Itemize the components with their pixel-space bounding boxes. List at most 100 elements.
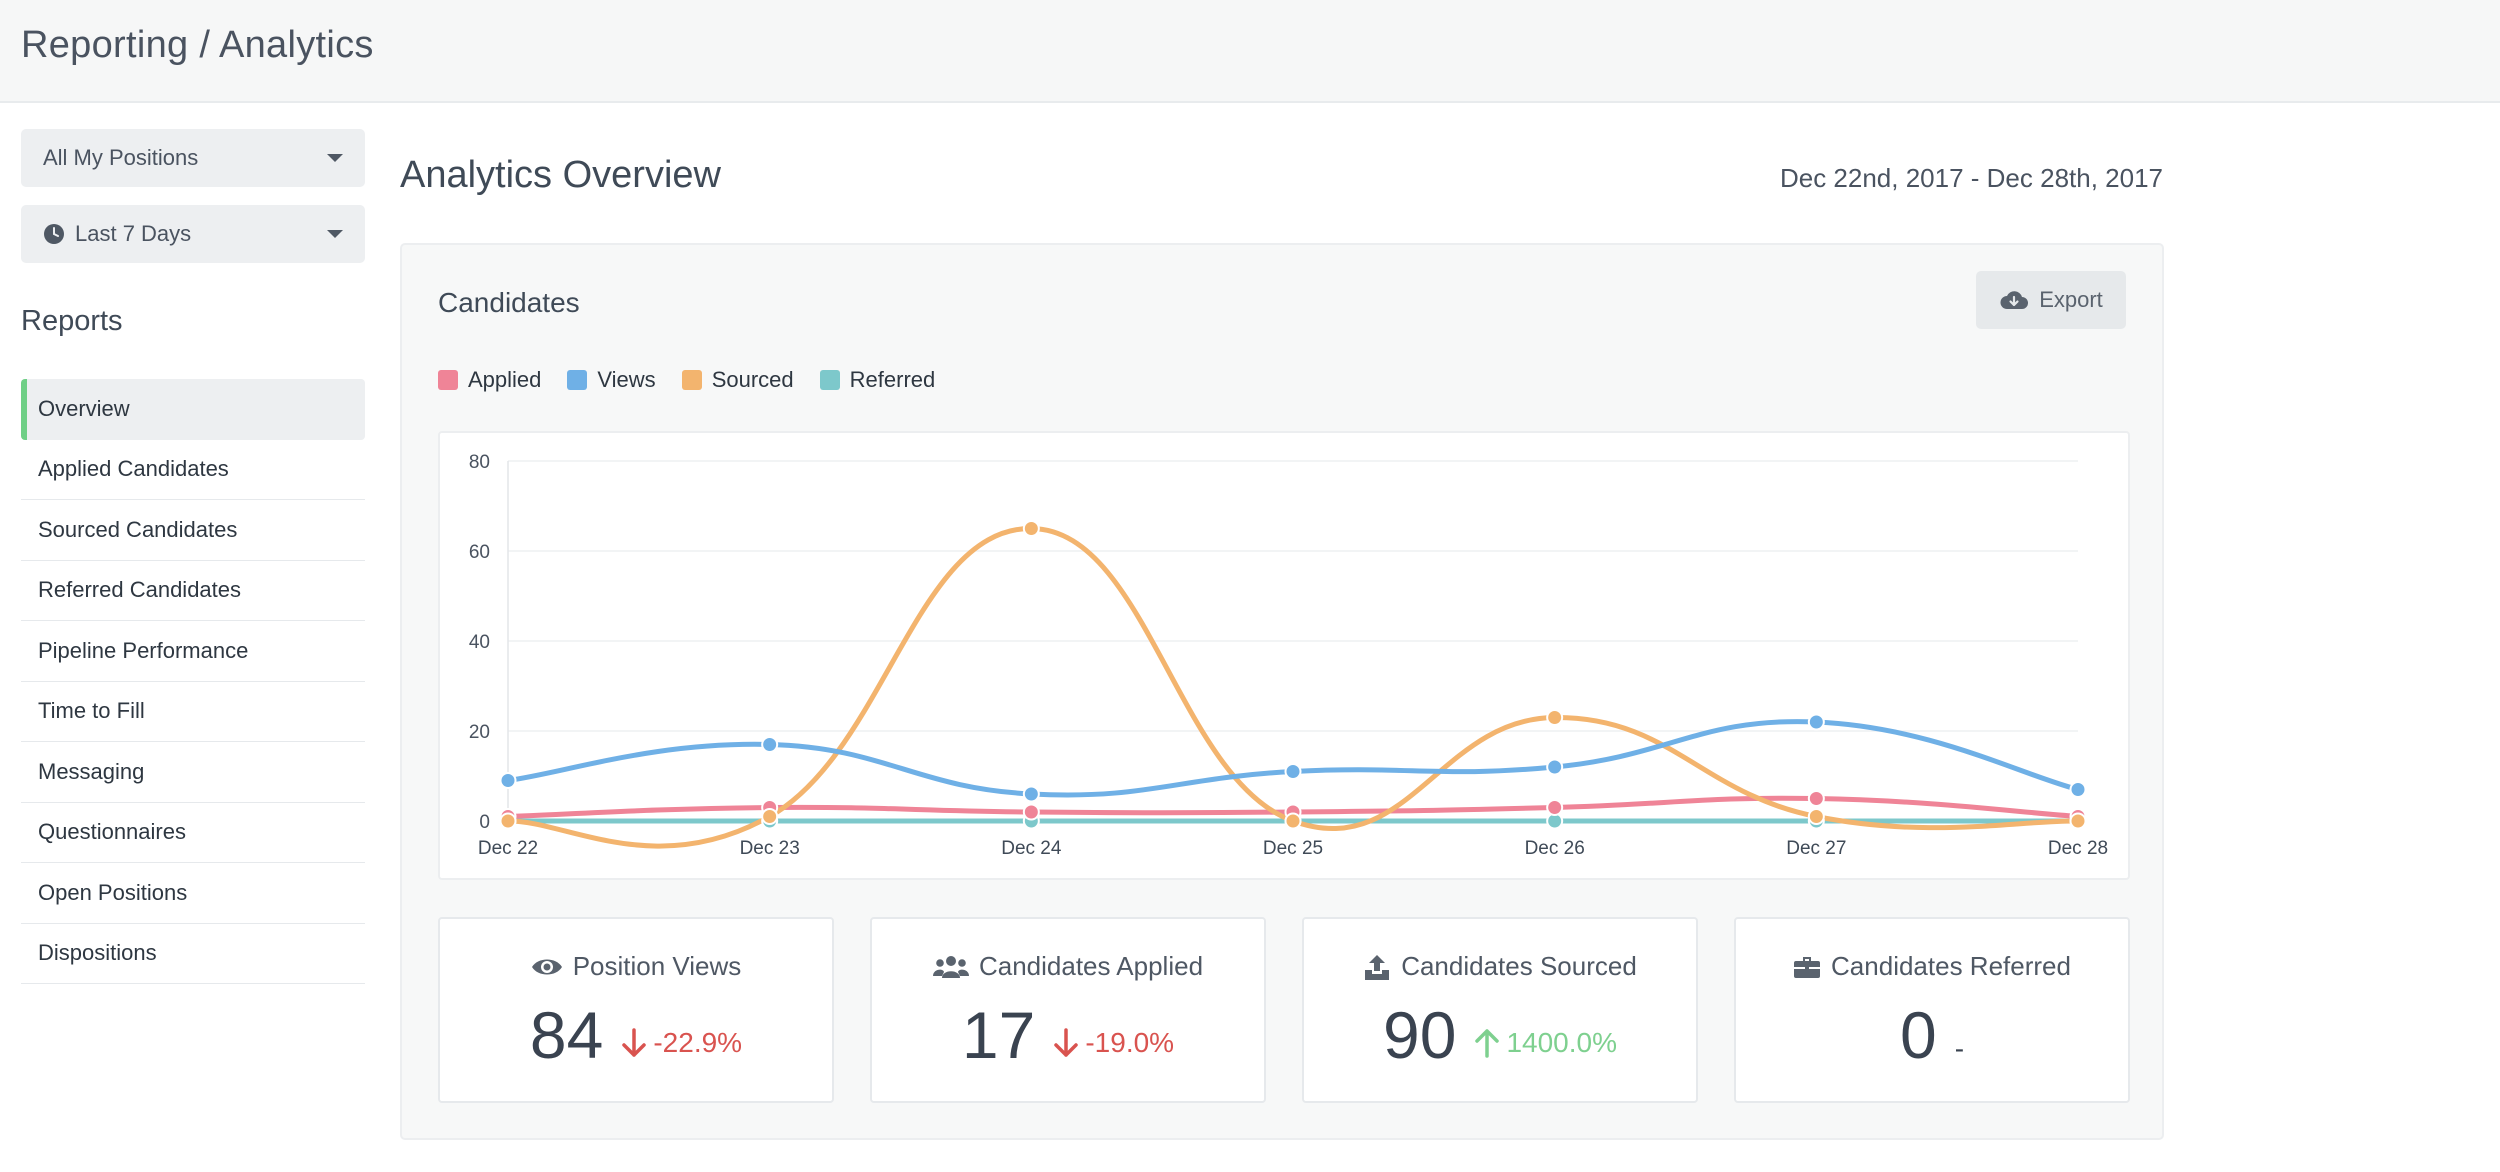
sidebar-item-dispositions[interactable]: Dispositions xyxy=(21,924,365,984)
arrow-up-icon xyxy=(1475,1029,1500,1058)
panel-title: Candidates xyxy=(438,287,580,318)
y-tick-label: 80 xyxy=(469,452,490,473)
legend-swatch-views xyxy=(567,370,588,390)
stat-value-row: 84 -22.9% xyxy=(440,997,832,1073)
users-icon xyxy=(932,955,969,978)
stat-label-row: Candidates Referred xyxy=(1736,951,2128,982)
export-button[interactable]: Export xyxy=(1976,271,2126,329)
x-tick-label: Dec 28 xyxy=(2048,838,2108,859)
stat-change: 1400.0% xyxy=(1474,1027,1617,1059)
sidebar-item-questionnaires[interactable]: Questionnaires xyxy=(21,803,365,863)
stat-change-value: -19.0% xyxy=(1085,1027,1175,1058)
candidates-panel: Candidates Export Applied Views Sourced … xyxy=(400,243,2164,1140)
stat-card-candidates-applied: Candidates Applied 17 -19.0% xyxy=(870,917,1266,1103)
eye-icon xyxy=(531,959,562,974)
sidebar-item-referred-candidates[interactable]: Referred Candidates xyxy=(21,561,365,621)
stat-label-row: Position Views xyxy=(440,951,832,982)
y-tick-label: 0 xyxy=(479,812,490,833)
stat-label: Candidates Applied xyxy=(978,951,1204,981)
sidebar-item-overview[interactable]: Overview xyxy=(21,379,365,440)
data-point-views xyxy=(2069,781,2087,798)
data-point-sourced xyxy=(1807,808,1825,825)
cloud-download-icon xyxy=(2000,291,2029,309)
stat-change-value: 1400.0% xyxy=(1506,1027,1617,1058)
data-point-views xyxy=(1546,758,1564,776)
stat-change: -22.9% xyxy=(621,1027,742,1059)
legend-item-sourced[interactable]: Sourced xyxy=(681,367,794,393)
data-point-sourced xyxy=(1022,520,1040,537)
stat-value-row: 17 -19.0% xyxy=(872,997,1264,1073)
sidebar-item-applied-candidates[interactable]: Applied Candidates xyxy=(21,440,365,500)
briefcase-icon xyxy=(1794,956,1821,978)
candidates-chart: 0 20 40 60 80 Dec 22 Dec 23 Dec 24 Dec 25 Dec 26 D… xyxy=(438,431,2130,880)
sidebar-item-sourced-candidates[interactable]: Sourced Candidates xyxy=(21,500,365,561)
sidebar-item-label: Messaging xyxy=(38,758,145,784)
page-title: Reporting / Analytics xyxy=(21,24,374,66)
x-tick-label: Dec 22 xyxy=(478,838,538,859)
stat-value: 0 xyxy=(1899,998,1937,1072)
data-point-applied xyxy=(1807,790,1825,807)
sidebar-item-label: Overview xyxy=(38,396,130,422)
stat-change-value: -22.9% xyxy=(653,1027,743,1058)
clock-icon xyxy=(44,224,64,244)
analytics-overview-title: Analytics Overview xyxy=(400,154,721,196)
series-line-views xyxy=(505,719,2081,798)
sidebar-item-messaging[interactable]: Messaging xyxy=(21,742,365,803)
stat-change: - xyxy=(1955,1033,1964,1065)
data-point-sourced xyxy=(1546,709,1564,726)
legend-label: Sourced xyxy=(711,367,794,392)
legend-item-referred[interactable]: Referred xyxy=(819,367,936,393)
x-tick-label: Dec 27 xyxy=(1786,838,1846,859)
stat-value: 84 xyxy=(529,998,604,1072)
stat-label: Candidates Referred xyxy=(1831,951,2071,981)
x-tick-label: Dec 25 xyxy=(1263,838,1323,859)
stat-label-row: Candidates Sourced xyxy=(1304,951,1696,982)
positions-dropdown-label: All My Positions xyxy=(43,145,199,170)
legend-swatch-sourced xyxy=(681,370,702,390)
sidebar-item-label: Applied Candidates xyxy=(38,456,229,482)
arrow-down-icon xyxy=(1054,1028,1079,1057)
sidebar-item-label: Pipeline Performance xyxy=(38,637,249,663)
series-line-sourced xyxy=(505,525,2081,849)
legend-item-views[interactable]: Views xyxy=(567,367,656,393)
sidebar-item-label: Referred Candidates xyxy=(38,577,242,603)
date-range: Dec 22nd, 2017 - Dec 28th, 2017 xyxy=(1779,163,2163,193)
legend-item-applied[interactable]: Applied xyxy=(438,367,541,393)
stat-label: Candidates Sourced xyxy=(1401,951,1637,981)
positions-dropdown[interactable]: All My Positions xyxy=(21,129,365,187)
legend-label: Referred xyxy=(849,367,936,392)
period-dropdown[interactable]: Last 7 Days xyxy=(21,205,365,263)
y-tick-label: 20 xyxy=(469,722,490,743)
chevron-down-icon xyxy=(327,154,343,162)
sidebar-item-label: Time to Fill xyxy=(38,698,145,724)
sidebar-item-label: Sourced Candidates xyxy=(38,516,238,542)
legend-swatch-applied xyxy=(438,370,458,390)
sidebar-item-label: Open Positions xyxy=(38,879,188,905)
data-point-applied xyxy=(1022,803,1040,821)
export-label: Export xyxy=(2039,287,2103,312)
stat-change: -19.0% xyxy=(1053,1027,1174,1059)
y-tick-label: 40 xyxy=(469,632,490,653)
upload-icon xyxy=(1365,954,1390,980)
data-point-sourced xyxy=(499,812,517,830)
x-tick-label: Dec 24 xyxy=(1001,838,1062,859)
data-point-views xyxy=(1022,785,1040,803)
data-point-sourced xyxy=(2069,812,2087,830)
sidebar-item-time-to-fill[interactable]: Time to Fill xyxy=(21,682,365,742)
x-tick-label: Dec 26 xyxy=(1525,838,1585,859)
y-tick-label: 60 xyxy=(469,542,490,563)
legend-label: Applied xyxy=(468,367,542,392)
chevron-down-icon xyxy=(327,230,343,238)
data-point-views xyxy=(499,772,517,789)
stat-card-candidates-sourced: Candidates Sourced 90 1400.0% xyxy=(1302,917,1698,1103)
data-point-applied xyxy=(1546,799,1564,816)
sidebar-item-label: Questionnaires xyxy=(38,819,186,845)
period-dropdown-label: Last 7 Days xyxy=(75,221,192,246)
reports-heading: Reports xyxy=(21,305,123,337)
sidebar-item-pipeline-performance[interactable]: Pipeline Performance xyxy=(21,621,365,682)
stat-card-candidates-referred: Candidates Referred 0 - xyxy=(1734,917,2130,1103)
sidebar-item-open-positions[interactable]: Open Positions xyxy=(21,863,365,924)
stat-card-position-views: Position Views 84 -22.9% xyxy=(438,917,834,1103)
stat-value: 17 xyxy=(961,998,1036,1072)
line-chart-svg: 0 20 40 60 80 Dec 22 Dec 23 Dec 24 Dec 25 Dec 26 D… xyxy=(469,452,2108,859)
